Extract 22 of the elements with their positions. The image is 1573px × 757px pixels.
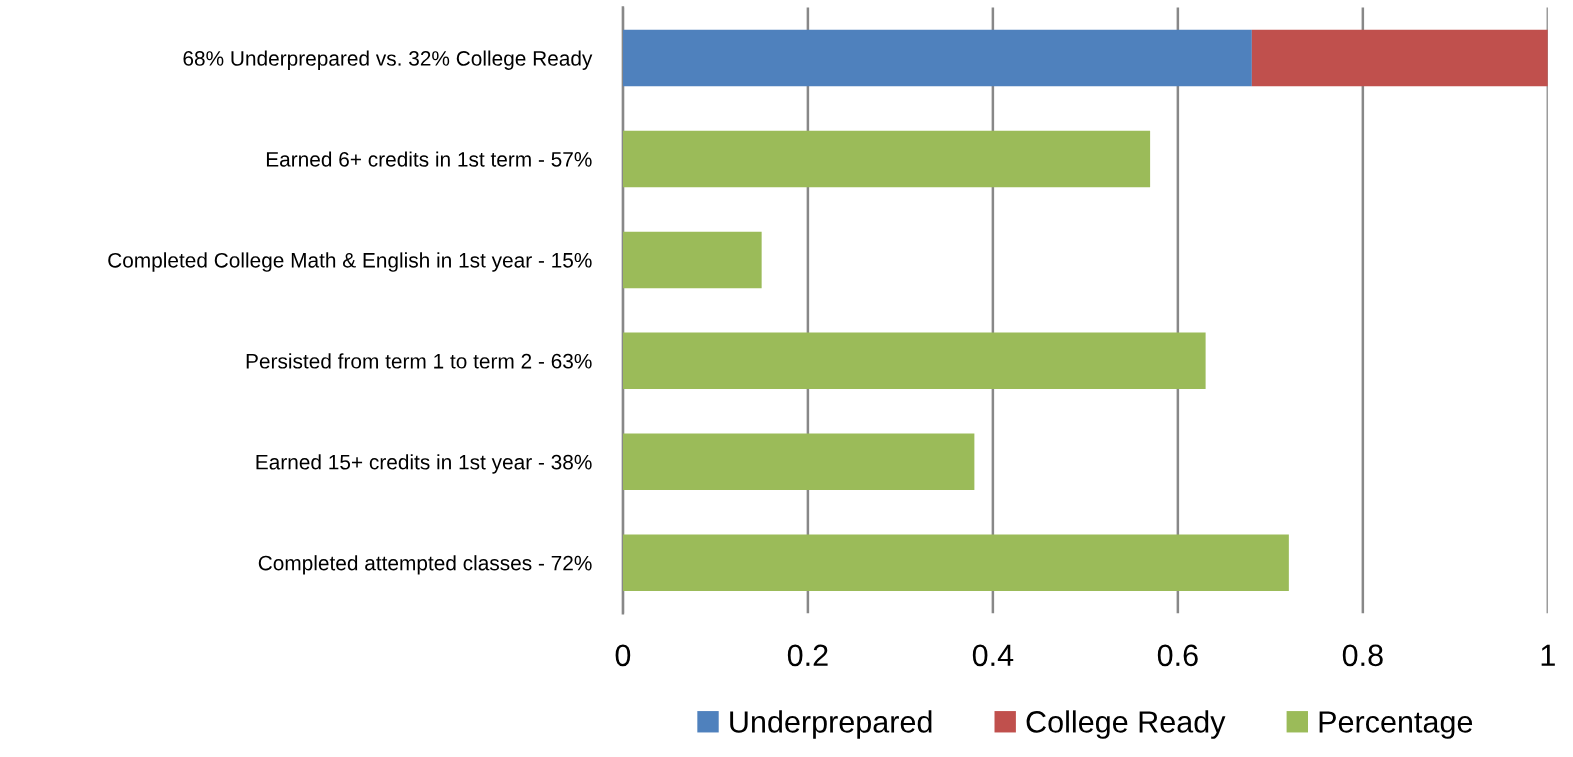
legend-label: Underprepared [730,710,932,739]
y-tick-label: Completed attempted classes - 72% [258,555,592,575]
bar [1251,29,1548,87]
y-tick-label: Earned 6+ credits in 1st term - 57% [266,151,592,167]
legend-label: College Ready [1026,710,1226,739]
bar [622,130,1151,188]
y-tick-label: Earned 15+ credits in 1st year - 38% [256,454,592,474]
y-tick-label: Completed College Math & English in 1st year - 15% [108,252,592,272]
bar [622,29,1252,87]
x-tick-label: 0 [615,644,631,667]
bar [622,231,762,289]
legend-label: Percentage [1319,711,1473,739]
bar [622,433,975,491]
x-tick-label: 0.2 [787,644,828,667]
y-tick-label: 68% Underprepared vs. 32% College Ready [183,50,593,70]
x-tick-label: 0.8 [1342,644,1383,667]
x-tick-label: 1 [1541,644,1555,666]
bar [622,534,1289,591]
y-tick-label: Persisted from term 1 to term 2 - 63% [246,353,592,369]
bar [622,332,1206,390]
x-tick-label: 0.4 [972,644,1014,667]
x-tick-label: 0.6 [1157,644,1198,667]
